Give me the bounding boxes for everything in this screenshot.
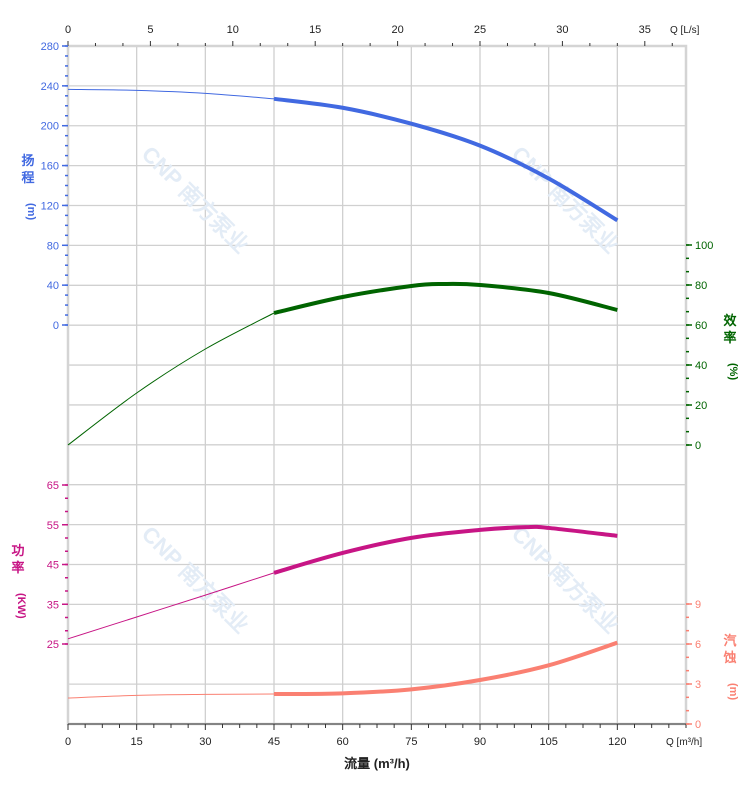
- watermark-logo: CNP 南方泵业: [507, 141, 624, 258]
- y-axis-title-unit: (m): [25, 203, 37, 220]
- x-bottom-tick-label: 60: [337, 736, 349, 748]
- y-tick-label: 200: [41, 121, 59, 133]
- y-tick-label: 9: [695, 599, 701, 611]
- x-bottom-tick-label: 105: [539, 736, 557, 748]
- y-tick-label: 160: [41, 161, 59, 173]
- x-bottom-tick-label: 90: [474, 736, 486, 748]
- curves: [67, 88, 619, 699]
- watermark-logo: CNP 南方泵业: [137, 141, 254, 258]
- curve-thin-3: [67, 693, 275, 699]
- x-bottom-tick-label: 120: [608, 736, 626, 748]
- x-top-tick-label: 15: [309, 24, 321, 36]
- y-axis-title-unit: (m): [727, 683, 739, 700]
- y-tick-label: 80: [695, 280, 707, 292]
- y-tick-label: 40: [47, 280, 59, 292]
- y-tick-label: 100: [695, 240, 713, 252]
- y-axis-title-char: 效: [723, 313, 737, 328]
- curve-operating-1: [273, 281, 618, 315]
- axis-titles: 流量 (m³/h) Q [m³/h] Q [L/s] 扬程(m)效率(%)功率(…: [11, 25, 739, 771]
- y-tick-label: 65: [47, 480, 59, 492]
- x-bottom-tick-label: 0: [65, 736, 71, 748]
- y-tick-label: 0: [695, 440, 701, 452]
- y-tick-label: 240: [41, 81, 59, 93]
- x-bottom-tick-label: 75: [405, 736, 417, 748]
- y-tick-label: 35: [47, 599, 59, 611]
- y-tick-label: 20: [695, 400, 707, 412]
- y-tick-label: 3: [695, 679, 701, 691]
- y-tick-label: 45: [47, 560, 59, 572]
- x-bottom-tick-label: 30: [199, 736, 211, 748]
- x-axis-title: 流量 (m³/h): [344, 756, 410, 771]
- curve-thin-1: [67, 312, 275, 446]
- y-axis-title-char: 率: [723, 330, 736, 345]
- watermark-logo: CNP 南方泵业: [507, 521, 624, 638]
- x-top-tick-label: 5: [147, 24, 153, 36]
- y-axis-title-char: 程: [21, 170, 34, 185]
- x-top-tick-label: 10: [227, 24, 239, 36]
- y-tick-label: 0: [695, 719, 701, 731]
- y-axis-title-char: 率: [11, 560, 24, 575]
- y-axis-title-char: 扬: [21, 153, 34, 168]
- y-axis-title-unit: (%): [727, 363, 739, 380]
- y-axis-title-char: 功: [11, 543, 24, 558]
- y-tick-label: 40: [695, 360, 707, 372]
- curve-thin-0: [67, 88, 275, 100]
- y-tick-label: 80: [47, 240, 59, 252]
- y-tick-label: 280: [41, 41, 59, 53]
- x-top-tick-label: 30: [556, 24, 568, 36]
- watermarks: CNP 南方泵业 CNP 南方泵业 CNP 南方泵业 CNP 南方泵业: [137, 141, 624, 638]
- x-top-tick-label: 20: [391, 24, 403, 36]
- x-top-unit: Q [L/s]: [670, 25, 700, 36]
- y-axis-title-char: 蚀: [722, 650, 736, 665]
- watermark-logo: CNP 南方泵业: [137, 521, 254, 638]
- y-tick-label: 0: [53, 320, 59, 332]
- x-bottom-tick-label: 15: [131, 736, 143, 748]
- y-tick-label: 25: [47, 639, 59, 651]
- curve-operating-3: [273, 640, 618, 696]
- y-axis-title-char: 汽: [723, 633, 736, 648]
- y-tick-label: 6: [695, 639, 701, 651]
- x-bottom-unit: Q [m³/h]: [666, 737, 702, 748]
- curve-thin-2: [67, 572, 275, 640]
- y-tick-label: 120: [41, 200, 59, 212]
- y-tick-label: 60: [695, 320, 707, 332]
- x-top-tick-label: 0: [65, 24, 71, 36]
- x-bottom-tick-label: 45: [268, 736, 280, 748]
- curve-operating-2: [273, 524, 618, 575]
- curve-operating-0: [273, 96, 619, 223]
- x-top-tick-label: 35: [639, 24, 651, 36]
- y-axis-title-unit: (KW): [15, 593, 27, 619]
- x-top-tick-label: 25: [474, 24, 486, 36]
- y-tick-label: 55: [47, 520, 59, 532]
